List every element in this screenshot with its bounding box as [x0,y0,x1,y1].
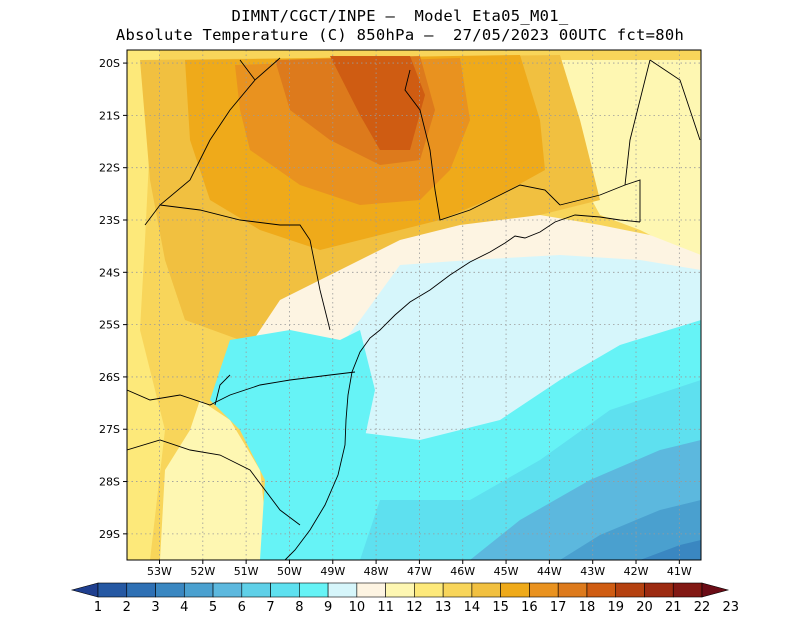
lon-label: 53W [147,565,172,578]
longitude-labels: 53W 52W 51W 50W 49W 48W 47W 46W 45W 44W 43W 42W 41W [147,560,692,578]
colorbar-label: 22 [694,600,711,615]
colorbar-arrow-left [70,582,99,598]
map-title-line1: DIMNT/CGCT/INPE – Model Eta05_M01_ [231,7,569,25]
shade-light-west [127,50,165,560]
colorbar-boxes [70,582,730,598]
colorbar-label: 21 [665,600,682,615]
shade-ocean-cyan5 [640,540,701,560]
lat-label: 24S [99,266,120,279]
colorbar-box [557,582,588,598]
colorbar-box [672,582,703,598]
colorbar-box [126,582,156,598]
lon-label: 46W [450,565,475,578]
colorbar-box [529,582,559,598]
colorbar-box [414,582,444,598]
lon-label: 52W [190,565,215,578]
border-ms-sp [144,57,281,226]
lon-label: 41W [667,565,692,578]
colorbar-box [270,582,300,598]
colorbar-box [356,582,386,598]
lat-label: 28S [99,476,120,489]
border-sc-rs [126,439,301,526]
colorbar-label: 14 [464,600,481,615]
shade-ocean-cyan4 [560,500,701,560]
colorbar-box [644,582,674,598]
lon-label: 48W [364,565,389,578]
map-grid [127,50,701,560]
lon-label: 43W [580,565,605,578]
lon-label: 51W [234,565,259,578]
lat-label: 27S [99,423,120,436]
lon-label: 47W [407,565,432,578]
colorbar-box [500,582,530,598]
colorbar-box [183,582,214,598]
boundaries [126,57,701,561]
colorbar-label: 17 [550,600,567,615]
colorbar-box [442,582,473,598]
border-argentina [214,374,231,406]
lat-label: 23S [99,214,120,227]
colorbar-label: 15 [492,600,509,615]
lat-label: 22S [99,162,120,175]
colorbar-box [327,582,358,598]
lat-label: 29S [99,528,120,541]
map-frame [126,49,702,561]
colorbar-label: 20 [636,600,653,615]
colorbar-label: 2 [123,600,131,615]
colorbar-box [97,582,128,598]
border-pr-sc [126,371,356,406]
border-es-ba [649,59,701,141]
colorbar-label: 9 [324,600,332,615]
lat-label: 25S [99,319,120,332]
colorbar-box [155,582,185,598]
lat-label: 20S [99,57,120,70]
colorbar-arrow-right [701,582,730,598]
colorbar-label: 18 [579,600,596,615]
latitude-labels: 20S 21S 22S 23S 24S 25S 26S 27S 28S 29S [99,57,127,541]
colorbar-box [471,582,501,598]
colorbar-box [241,582,271,598]
colorbar-label: 12 [406,600,423,615]
colorbar-label: 4 [180,600,188,615]
map-title-line2: Absolute Temperature (C) 850hPa – 27/05/… [115,26,685,44]
colorbar-label: 5 [209,600,217,615]
lon-label: 45W [494,565,519,578]
lon-label: 44W [537,565,562,578]
colorbar-label: 19 [607,600,624,615]
colorbar-label: 8 [295,600,303,615]
lon-label: 42W [624,565,649,578]
colorbar-label: 10 [349,600,366,615]
border-pr-north [159,204,331,331]
colorbar-label: 1 [94,600,102,615]
colorbar-label: 23 [722,600,739,615]
colorbar-label: 7 [266,600,274,615]
colorbar-label: 6 [238,600,246,615]
border-sp-mg [404,69,561,221]
colorbar-box [615,582,645,598]
colorbar-label: 11 [377,600,394,615]
shade-orange-5 [330,56,425,150]
colorbar-box [385,582,415,598]
colorbar-labels: 1 2 3 4 5 6 7 8 9 10 11 12 13 14 15 16 17 18 19 20 21 22 23 [94,600,739,615]
lon-label: 50W [277,565,302,578]
colorbar-label: 13 [435,600,452,615]
lat-label: 26S [99,371,120,384]
border-mg-rj-es [559,59,651,222]
colorbar-box [212,582,243,598]
colorbar-label: 16 [521,600,538,615]
colorbar-label: 3 [151,600,159,615]
colorbar-box [586,582,617,598]
lon-label: 49W [320,565,345,578]
colorbar-box [299,582,329,598]
lat-label: 21S [99,109,120,122]
shade-light-south [160,400,270,560]
coastline [284,214,641,561]
